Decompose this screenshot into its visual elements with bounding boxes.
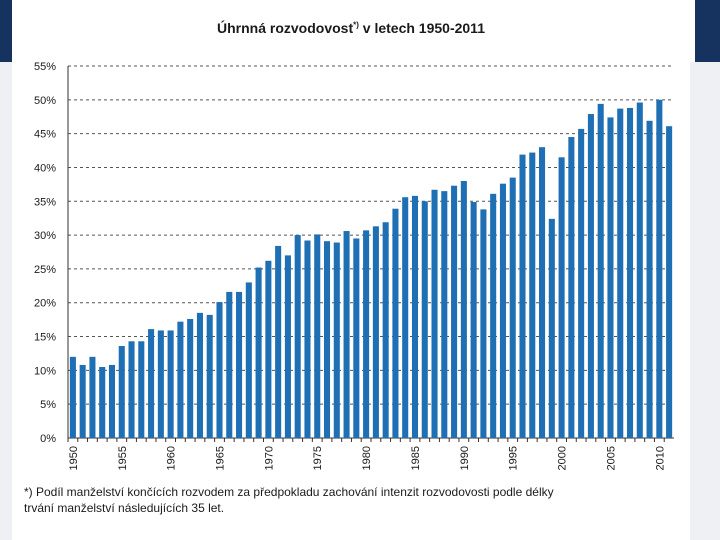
bar-1980 (363, 230, 370, 438)
bar-1960 (167, 330, 174, 438)
bar-1994 (499, 183, 506, 438)
bar-1986 (421, 201, 428, 438)
bar-1961 (177, 321, 184, 438)
bar-1998 (539, 147, 546, 438)
bar-2010 (656, 99, 663, 439)
footnote: *) Podíl manželství končících rozvodem z… (24, 484, 684, 516)
bar-2007 (626, 107, 634, 439)
x-tick-label: 1975 (312, 446, 324, 470)
bar-1950 (69, 356, 76, 438)
bar-1970 (265, 260, 272, 438)
x-tick-label: 1995 (508, 446, 520, 470)
y-tick-label: 0% (40, 433, 56, 445)
x-tick-label: 1960 (166, 446, 178, 470)
bar-1969 (255, 267, 262, 438)
x-tick-label: 2005 (605, 446, 617, 470)
x-tick-label: 2000 (557, 446, 569, 470)
bar-2002 (578, 128, 585, 438)
bar-1984 (402, 197, 409, 438)
bar-1992 (480, 209, 487, 438)
x-tick-label: 1985 (410, 446, 422, 470)
footnote-line-2: trvání manželství následujících 35 let. (24, 501, 225, 515)
right-frame-inner (690, 62, 720, 540)
x-tick-label: 1980 (361, 446, 373, 470)
x-tick-label: 1950 (68, 446, 80, 470)
bar-1963 (196, 312, 203, 438)
x-tick-label: 1970 (263, 446, 275, 470)
bar-1952 (89, 356, 96, 438)
bar-1973 (294, 235, 301, 438)
bar-2000 (558, 157, 565, 439)
bar-2003 (587, 114, 594, 438)
chart-slide: Úhrnná rozvodovost*) v letech 1950-2011 … (12, 0, 690, 540)
chart-title-suffix: v letech 1950-2011 (358, 20, 485, 36)
bar-1957 (138, 341, 145, 438)
bar-1951 (79, 364, 86, 438)
bar-1954 (108, 364, 116, 438)
bar-1996 (519, 154, 526, 438)
bar-1993 (490, 193, 497, 438)
y-tick-label: 55% (34, 61, 56, 73)
x-tick-label: 1990 (459, 446, 471, 470)
bar-1959 (157, 330, 164, 438)
bar-1958 (148, 329, 155, 438)
y-tick-label: 35% (34, 196, 56, 208)
bar-1979 (353, 238, 360, 438)
bar-1987 (431, 189, 438, 438)
x-tick-label: 1955 (117, 446, 129, 470)
bar-1977 (333, 242, 340, 438)
bar-1972 (284, 255, 291, 438)
y-tick-label: 30% (34, 230, 56, 242)
chart-title: Úhrnná rozvodovost*) v letech 1950-2011 (12, 20, 690, 36)
y-tick-label: 40% (34, 162, 56, 174)
y-tick-label: 5% (40, 399, 56, 411)
bar-1971 (275, 245, 282, 438)
bar-1989 (451, 185, 458, 438)
bar-2004 (597, 103, 604, 438)
y-tick-label: 45% (34, 129, 56, 141)
bar-2005 (607, 117, 614, 439)
bar-1997 (529, 152, 536, 439)
bar-1978 (343, 231, 350, 438)
x-tick-label: 2010 (654, 446, 666, 470)
bar-1953 (99, 366, 106, 438)
bar-1981 (372, 226, 379, 438)
bar-1995 (509, 177, 516, 438)
bar-1975 (314, 234, 321, 438)
bar-1965 (216, 302, 223, 438)
chart-title-text: Úhrnná rozvodovost (216, 20, 354, 36)
bar-1982 (382, 222, 389, 438)
bar-1991 (470, 201, 477, 438)
bar-2009 (646, 120, 653, 438)
bar-1974 (304, 240, 311, 438)
bar-1962 (187, 318, 194, 438)
chart-title-note: *) (353, 20, 359, 30)
bar-2011 (666, 126, 673, 439)
bar-1966 (226, 291, 233, 438)
bar-1988 (441, 191, 448, 438)
bar-1999 (548, 218, 555, 438)
y-tick-label: 10% (34, 365, 56, 377)
bar-2008 (636, 102, 643, 439)
bar-1964 (206, 314, 213, 438)
bar-1976 (323, 241, 331, 438)
bar-1983 (392, 208, 399, 438)
y-tick-label: 15% (34, 332, 56, 344)
left-frame-inner (0, 62, 12, 540)
x-tick-label: 1965 (215, 446, 227, 470)
footnote-line-1: *) Podíl manželství končících rozvodem z… (24, 485, 554, 499)
bar-1990 (460, 180, 467, 438)
y-tick-label: 25% (34, 264, 56, 276)
bar-1985 (411, 195, 419, 438)
bar-1968 (245, 282, 252, 438)
bar-1967 (236, 291, 243, 438)
bar-1955 (118, 346, 125, 438)
bar-2001 (568, 137, 575, 438)
bar-chart: 0% 5% 10% 15% 20% 25% 30% 35% 40% 45% 50% 55% 1950 19… (34, 61, 674, 470)
bar-2006 (617, 108, 624, 439)
y-tick-label: 20% (34, 298, 56, 310)
bar-1956 (128, 341, 135, 438)
y-tick-label: 50% (34, 95, 56, 107)
